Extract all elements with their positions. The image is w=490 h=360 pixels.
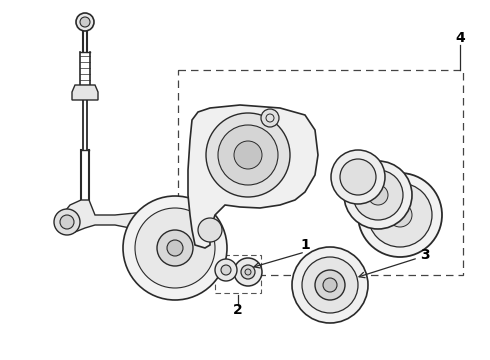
Circle shape [241,265,255,279]
Circle shape [245,269,251,275]
Circle shape [221,265,231,275]
Circle shape [368,185,388,205]
Circle shape [388,203,412,227]
Circle shape [135,208,215,288]
Circle shape [215,259,237,281]
Polygon shape [62,200,155,232]
Circle shape [302,257,358,313]
Circle shape [340,159,376,195]
Circle shape [368,183,432,247]
Circle shape [261,109,279,127]
Circle shape [358,173,442,257]
Circle shape [323,278,337,292]
Polygon shape [72,85,98,100]
Text: 4: 4 [455,31,465,45]
Circle shape [218,125,278,185]
Circle shape [344,161,412,229]
Circle shape [54,209,80,235]
Text: 3: 3 [420,248,430,262]
Circle shape [353,170,403,220]
Circle shape [123,196,227,300]
Polygon shape [188,105,318,248]
Circle shape [234,141,262,169]
Text: 1: 1 [300,238,310,252]
Circle shape [331,150,385,204]
Circle shape [292,247,368,323]
Bar [215,255,261,293]
Text: 2: 2 [233,303,243,317]
Circle shape [234,258,262,286]
Bar [178,70,463,275]
Circle shape [60,215,74,229]
Circle shape [157,230,193,266]
Circle shape [198,218,222,242]
Circle shape [76,13,94,31]
Circle shape [80,17,90,27]
Circle shape [167,240,183,256]
Circle shape [315,270,345,300]
Circle shape [206,113,290,197]
